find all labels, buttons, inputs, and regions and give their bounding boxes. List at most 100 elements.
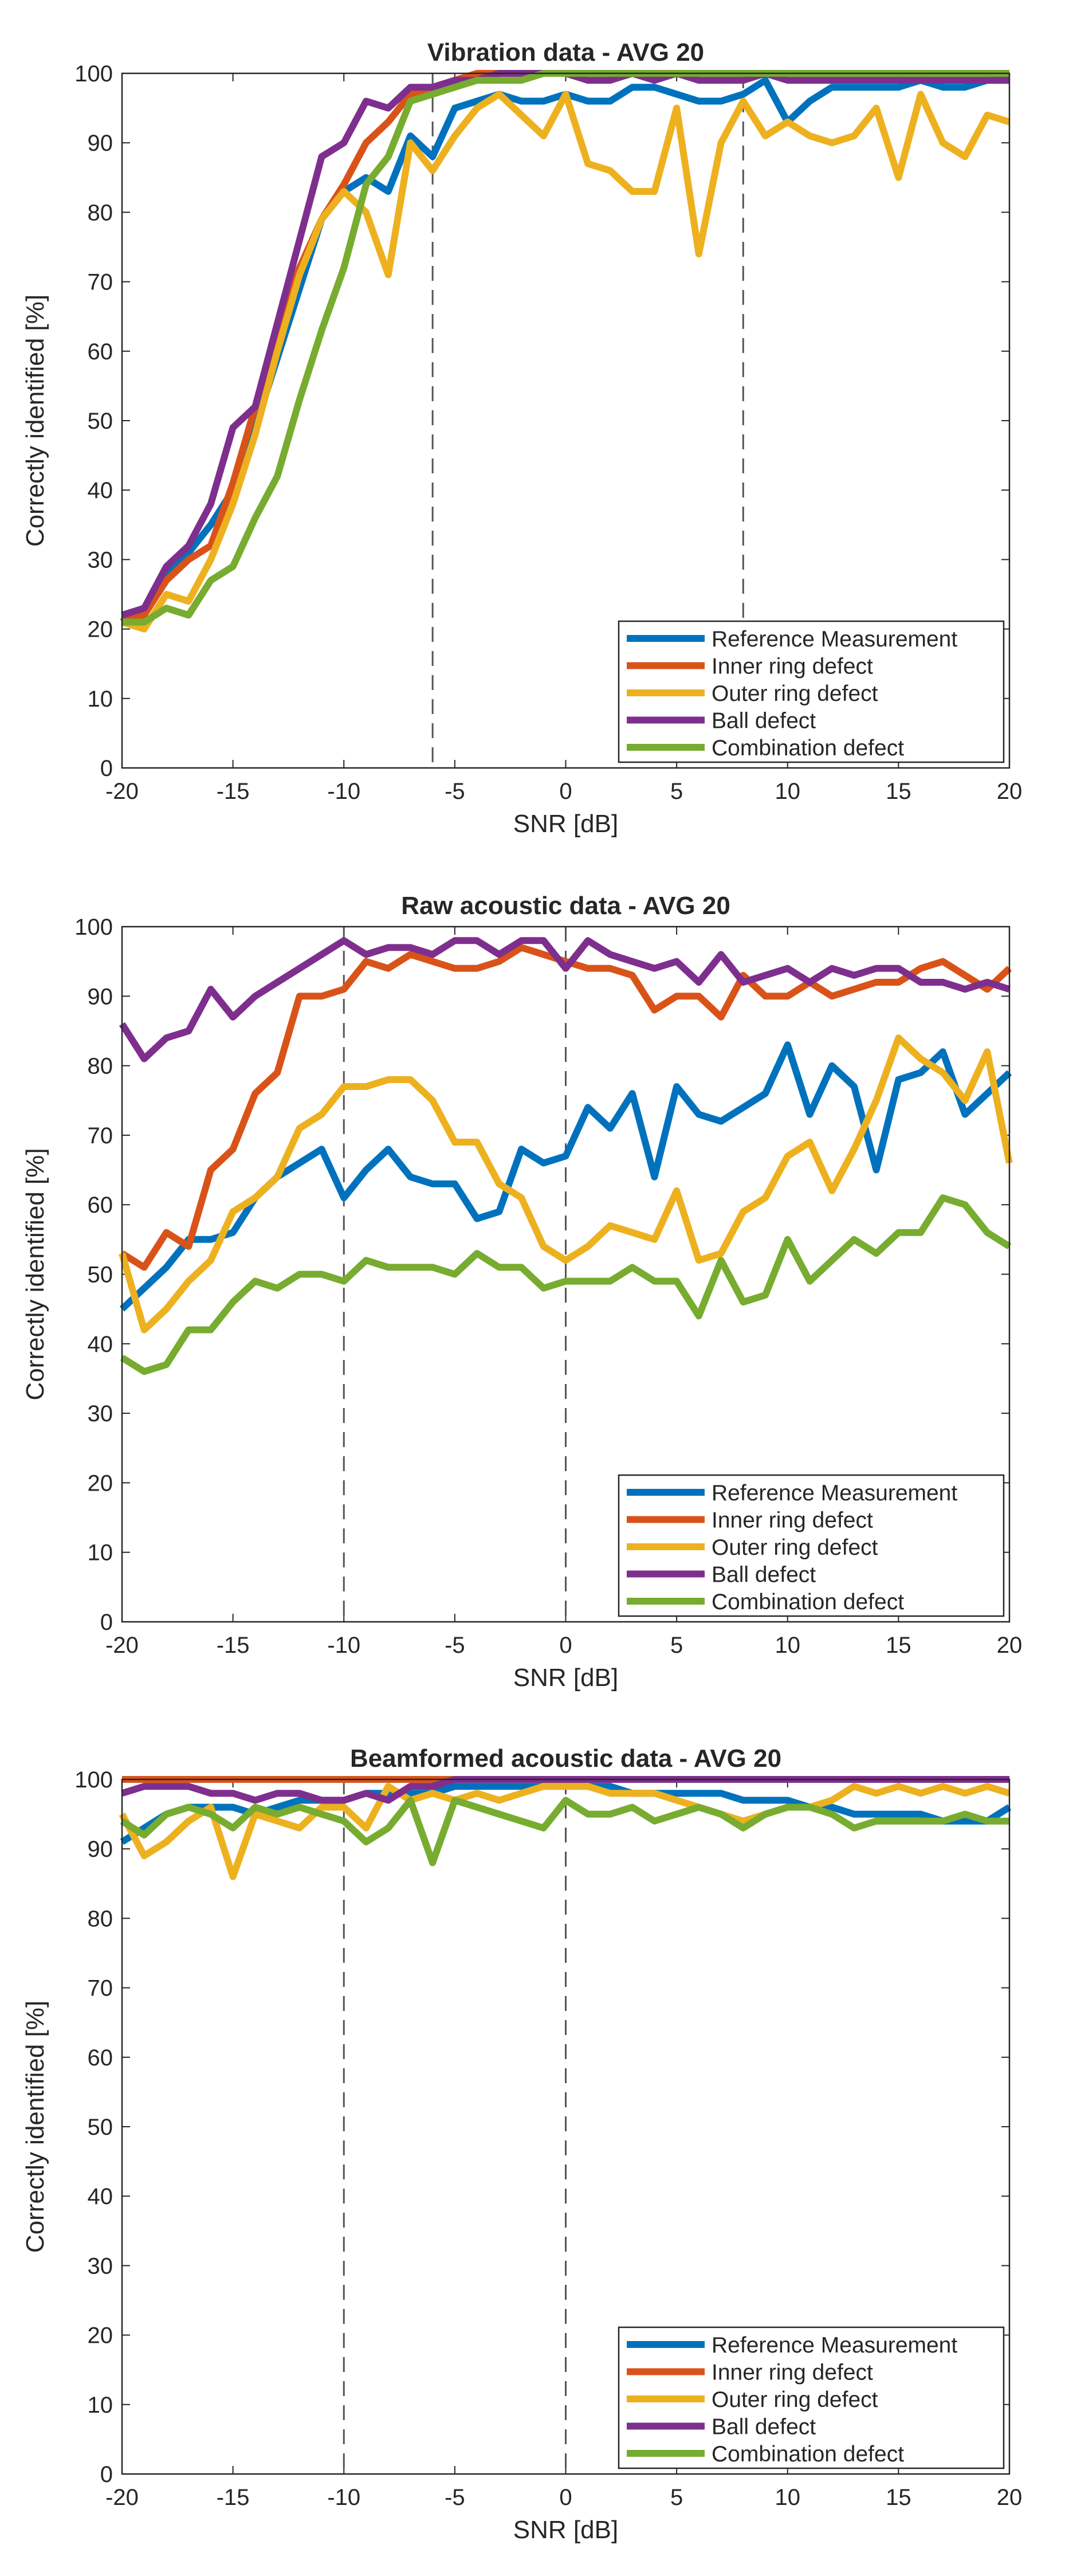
y-tick-label: 20 <box>88 2323 113 2348</box>
x-tick-label: 15 <box>886 1633 911 1658</box>
y-tick-label: 10 <box>88 1540 113 1566</box>
x-axis-label: SNR [dB] <box>513 1664 618 1692</box>
y-tick-label: 80 <box>88 1906 113 1931</box>
legend-label-ball: Ball defect <box>712 1563 816 1587</box>
y-tick-label: 100 <box>74 1767 113 1793</box>
x-tick-label: 0 <box>559 779 572 804</box>
x-tick-label: 0 <box>559 2485 572 2510</box>
axes-box <box>121 926 1011 1623</box>
legend-label-reference: Reference Measurement <box>712 2333 957 2358</box>
chart-title: Raw acoustic data - AVG 20 <box>401 892 730 920</box>
y-tick-label: 60 <box>88 2045 113 2071</box>
x-axis-label: SNR [dB] <box>513 810 618 838</box>
series-line-combination <box>120 1194 1012 1375</box>
x-tick-label: -20 <box>105 1633 139 1658</box>
y-tick-label: 40 <box>88 2184 113 2209</box>
x-tick-label: -15 <box>217 779 250 804</box>
x-tick-label: -20 <box>105 2485 139 2510</box>
series-line-combination <box>120 1797 1009 1867</box>
series-line-outer <box>121 91 1011 633</box>
y-tick-label: 10 <box>88 2393 113 2418</box>
y-tick-label: 70 <box>88 1123 113 1148</box>
x-tick-label: 5 <box>670 779 683 804</box>
y-tick-label: 100 <box>74 61 113 87</box>
y-tick-label: 30 <box>88 547 113 573</box>
y-tick-label: 90 <box>88 984 113 1009</box>
x-tick-label: 0 <box>559 1633 572 1658</box>
x-tick-label: 10 <box>775 1633 801 1658</box>
chart-panel-2: Raw acoustic data - AVG 20 -20 -15 -10 -5 0 5 1… <box>21 892 1022 1692</box>
y-tick-label: 10 <box>88 687 113 712</box>
legend-label-inner: Inner ring defect <box>712 2361 873 2385</box>
legend-label-combination: Combination defect <box>712 2442 904 2467</box>
y-axis-label: Correctly identified [%] <box>21 2001 49 2253</box>
x-tick-label: -10 <box>327 2485 360 2510</box>
legend-label-outer: Outer ring defect <box>712 2387 878 2412</box>
legend-label-ball: Ball defect <box>712 2415 816 2440</box>
legend-label-combination: Combination defect <box>712 736 904 760</box>
y-tick-label: 0 <box>100 756 113 781</box>
x-tick-label: 20 <box>997 779 1023 804</box>
y-tick-label: 40 <box>88 1332 113 1357</box>
y-tick-label: 70 <box>88 1976 113 2001</box>
legend: Reference Measurement Inner ring defectOu… <box>618 2326 1005 2469</box>
y-tick-label: 60 <box>88 1193 113 1218</box>
x-tick-label: 15 <box>886 779 911 804</box>
y-tick-label: 20 <box>88 1471 113 1496</box>
x-axis-label: SNR [dB] <box>513 2516 618 2544</box>
y-tick-label: 80 <box>88 200 113 225</box>
y-tick-label: 0 <box>100 1610 113 1635</box>
y-tick-label: 30 <box>88 1401 113 1426</box>
series-line-outer <box>119 1783 1011 1880</box>
y-tick-label: 90 <box>88 1837 113 1862</box>
y-tick-label: 30 <box>88 2253 113 2279</box>
x-tick-label: -10 <box>327 1633 360 1658</box>
series-line-ball <box>119 937 1011 1062</box>
x-tick-label: 5 <box>670 1633 683 1658</box>
x-tick-label: 10 <box>775 779 801 804</box>
x-tick-label: 15 <box>886 2485 911 2510</box>
axes-box <box>121 1778 1011 2475</box>
y-tick-label: 50 <box>88 409 113 434</box>
y-tick-label: 60 <box>88 339 113 364</box>
x-tick-label: 20 <box>997 2485 1023 2510</box>
legend-label-outer: Outer ring defect <box>712 681 878 706</box>
x-tick-label: -20 <box>105 779 139 804</box>
y-tick-label: 90 <box>88 131 113 156</box>
y-tick-label: 80 <box>88 1054 113 1079</box>
series-line-outer <box>119 1034 1013 1334</box>
x-tick-label: 10 <box>775 2485 801 2510</box>
chart-title: Vibration data - AVG 20 <box>427 38 704 66</box>
x-tick-label: -10 <box>327 779 360 804</box>
x-tick-label: -5 <box>445 2485 465 2510</box>
y-tick-label: 70 <box>88 270 113 295</box>
x-tick-label: -15 <box>217 1633 250 1658</box>
legend-label-outer: Outer ring defect <box>712 1535 878 1560</box>
legend-label-reference: Reference Measurement <box>712 1481 957 1505</box>
legend-label-inner: Inner ring defect <box>712 1508 873 1533</box>
y-tick-label: 50 <box>88 2115 113 2140</box>
y-tick-label: 20 <box>88 617 113 642</box>
legend-label-ball: Ball defect <box>712 709 816 734</box>
y-axis-label: Correctly identified [%] <box>21 1148 49 1400</box>
y-tick-label: 0 <box>100 2462 113 2487</box>
x-tick-label: -15 <box>217 2485 250 2510</box>
y-tick-label: 50 <box>88 1262 113 1288</box>
chart-title: Beamformed acoustic data - AVG 20 <box>350 1744 781 1773</box>
legend-label-inner: Inner ring defect <box>712 654 873 679</box>
legend-label-reference: Reference Measurement <box>712 627 957 652</box>
y-tick-label: 40 <box>88 478 113 503</box>
chart-panel-3: Beamformed acoustic data - AVG 20 -20 -15 -… <box>21 1744 1022 2544</box>
legend: Reference Measurement Inner ring defectOu… <box>618 1474 1005 1617</box>
axes-box <box>121 72 1011 769</box>
x-tick-label: -5 <box>445 1633 465 1658</box>
x-tick-label: 20 <box>997 1633 1023 1658</box>
y-tick-label: 100 <box>74 915 113 940</box>
y-axis-label: Correctly identified [%] <box>21 295 49 547</box>
x-tick-label: 5 <box>670 2485 683 2510</box>
chart-panel-1: Vibration data - AVG 20 -20 -15 -10 -5 0 5 10 15… <box>21 38 1022 838</box>
legend-label-combination: Combination defect <box>712 1590 904 1614</box>
series-line-inner <box>120 944 1012 1271</box>
